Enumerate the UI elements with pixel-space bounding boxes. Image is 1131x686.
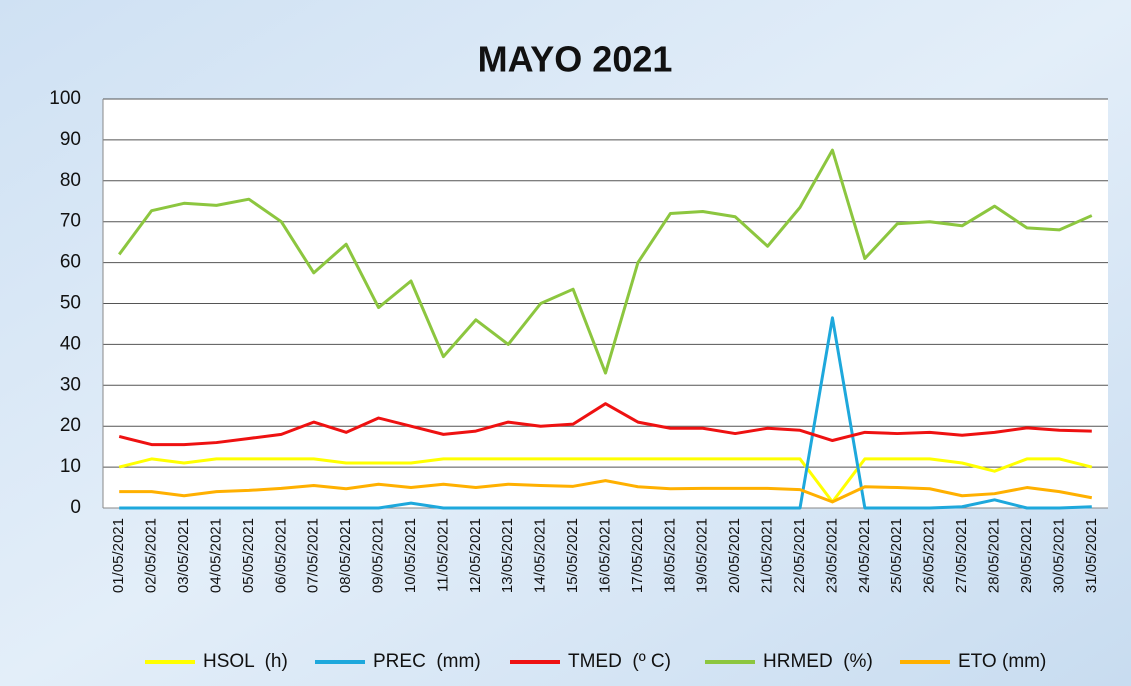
y-tick-label: 80 [60,170,81,191]
series-line [118,148,1093,375]
x-tick-label: 13/05/2021 [499,518,516,593]
x-tick-label: 27/05/2021 [953,518,970,593]
y-tick-label: 0 [70,497,81,518]
legend-label: PREC (mm) [373,651,481,672]
legend-label: HRMED (%) [763,651,873,672]
x-tick-label: 31/05/2021 [1083,518,1100,593]
legend-label: ETO (mm) [958,651,1046,672]
y-tick-label: 70 [60,211,81,232]
x-tick-label: 10/05/2021 [402,518,419,593]
x-tick-label: 30/05/2021 [1050,518,1067,593]
x-tick-label: 05/05/2021 [240,518,257,593]
y-tick-label: 10 [60,456,81,477]
legend-label: HSOL (h) [203,651,288,672]
y-tick-label: 20 [60,415,81,436]
y-tick-label: 90 [60,129,81,150]
x-tick-label: 18/05/2021 [661,518,678,593]
x-tick-label: 16/05/2021 [596,518,613,593]
y-tick-label: 40 [60,333,81,354]
series-line [118,402,1092,447]
x-tick-label: 09/05/2021 [370,518,387,593]
x-tick-label: 02/05/2021 [143,518,160,593]
x-tick-label: 23/05/2021 [823,518,840,593]
chart-title: MAYO 2021 [478,39,673,80]
x-tick-label: 06/05/2021 [272,518,289,593]
x-tick-label: 29/05/2021 [1018,518,1035,593]
x-tick-label: 15/05/2021 [564,518,581,593]
x-tick-label: 03/05/2021 [175,518,192,593]
x-tick-label: 08/05/2021 [337,518,354,593]
series-line [119,316,1092,510]
legend-label: TMED (º C) [568,651,671,672]
y-tick-label: 100 [49,88,81,109]
x-tick-label: 21/05/2021 [759,518,776,593]
x-tick-label: 17/05/2021 [629,518,646,593]
series-line [119,479,1093,504]
y-tick-label: 50 [60,293,81,314]
series-line [118,457,1093,504]
x-tick-label: 12/05/2021 [467,518,484,593]
x-tick-label: 04/05/2021 [207,518,224,593]
x-tick-label: 19/05/2021 [694,518,711,593]
x-tick-label: 25/05/2021 [888,518,905,593]
x-tick-label: 28/05/2021 [986,518,1003,593]
x-tick-label: 26/05/2021 [921,518,938,593]
x-tick-label: 11/05/2021 [434,518,451,592]
x-tick-label: 22/05/2021 [791,518,808,593]
x-tick-label: 24/05/2021 [856,518,873,593]
y-tick-label: 60 [60,252,81,273]
x-tick-label: 07/05/2021 [305,518,322,593]
x-tick-label: 01/05/2021 [110,518,127,593]
x-tick-label: 20/05/2021 [726,518,743,593]
x-tick-label: 14/05/2021 [532,518,549,593]
y-tick-label: 30 [60,374,81,395]
